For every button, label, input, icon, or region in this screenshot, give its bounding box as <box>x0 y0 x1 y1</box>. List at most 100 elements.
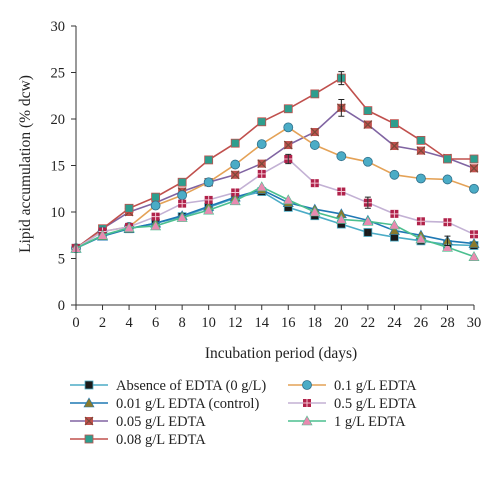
data-point <box>283 104 293 114</box>
y-tick-label: 0 <box>58 298 65 314</box>
point-marker-cross <box>84 416 94 426</box>
point-marker <box>363 106 373 116</box>
data-point <box>229 195 241 206</box>
point-marker <box>309 140 320 150</box>
point-marker <box>123 222 135 233</box>
data-point <box>363 120 373 130</box>
point-marker <box>203 204 215 215</box>
point-marker <box>282 194 294 205</box>
point-marker <box>283 140 293 150</box>
y-axis-label: Lipid accumulation (% dcw) <box>17 75 34 253</box>
data-point <box>362 156 373 167</box>
series-line <box>75 106 475 249</box>
x-tick-label: 6 <box>152 315 159 331</box>
legend-label: 0.1 g/L EDTA <box>334 378 417 394</box>
point-marker-grid <box>257 169 266 178</box>
legend-label: 0.05 g/L EDTA <box>116 414 206 430</box>
point-marker-cross <box>469 163 479 173</box>
point-marker-cross <box>363 120 373 130</box>
point-marker <box>389 141 399 151</box>
x-tick-label: 0 <box>72 315 79 331</box>
point-marker <box>416 217 425 226</box>
data-point <box>468 238 480 248</box>
data-point <box>203 177 214 188</box>
x-axis-label: Incubation period (days) <box>205 345 357 362</box>
data-point <box>441 241 453 252</box>
data-point <box>150 220 162 231</box>
point-marker <box>310 89 320 99</box>
point-marker-grid <box>231 188 240 197</box>
x-tick-label: 8 <box>179 315 186 331</box>
data-point <box>283 122 294 133</box>
point-marker <box>176 211 188 222</box>
data-point <box>203 204 215 215</box>
legend-item-2: 0.05 g/L EDTA <box>70 414 206 430</box>
x-tick-label: 24 <box>387 315 402 331</box>
point-marker <box>309 206 321 217</box>
point-marker <box>84 380 94 390</box>
point-marker <box>468 251 480 261</box>
x-tick-label: 30 <box>467 315 482 331</box>
point-marker-cross <box>310 127 320 137</box>
point-marker <box>362 156 373 167</box>
point-marker-grid <box>204 195 213 204</box>
data-point <box>469 183 479 194</box>
point-marker <box>151 212 160 221</box>
point-marker <box>83 397 95 408</box>
point-marker <box>442 174 453 185</box>
point-marker <box>390 209 399 218</box>
point-marker <box>470 230 478 239</box>
point-marker <box>363 120 373 130</box>
legend-item-5: 0.5 g/L EDTA <box>288 396 417 412</box>
data-point <box>416 217 425 226</box>
point-marker <box>303 399 311 407</box>
legend-label: Absence of EDTA (0 g/L) <box>116 378 266 394</box>
error-bar <box>338 71 345 86</box>
point-marker <box>178 199 187 208</box>
point-marker-grid <box>337 187 346 196</box>
point-marker <box>283 122 294 133</box>
data-point <box>230 138 240 148</box>
point-marker <box>443 218 452 227</box>
point-marker <box>310 127 320 137</box>
y-tick-label: 25 <box>51 66 66 82</box>
data-point <box>257 169 266 178</box>
data-point <box>416 173 426 184</box>
data-point <box>468 251 480 261</box>
point-marker <box>415 233 427 244</box>
point-marker <box>301 415 313 426</box>
data-point <box>150 200 161 211</box>
data-point <box>231 188 240 197</box>
data-point <box>443 218 452 227</box>
y-tick-label: 5 <box>58 252 65 268</box>
data-point <box>335 213 347 224</box>
x-tick-label: 10 <box>201 315 216 331</box>
point-marker <box>231 188 240 197</box>
data-point <box>309 140 320 150</box>
data-point <box>123 222 135 233</box>
point-marker <box>337 187 346 196</box>
series-line <box>75 188 475 250</box>
point-marker <box>257 159 267 169</box>
point-marker-cross <box>416 146 426 156</box>
data-point <box>283 140 293 150</box>
data-point <box>388 219 400 230</box>
legend: Absence of EDTA (0 g/L) 0.01 g/L EDTA (co… <box>70 378 417 448</box>
plot-area <box>70 71 480 261</box>
legend-label: 0.01 g/L EDTA (control) <box>116 396 259 412</box>
point-marker <box>362 215 374 226</box>
point-marker <box>256 139 267 150</box>
point-marker <box>443 154 452 164</box>
x-tick-label: 12 <box>228 315 243 331</box>
x-tick-label: 14 <box>254 315 269 331</box>
series-line <box>75 126 475 249</box>
x-tick-label: 2 <box>99 315 106 331</box>
error-bar <box>444 235 451 246</box>
point-marker <box>84 434 94 444</box>
point-marker <box>469 183 479 194</box>
point-marker <box>389 119 399 129</box>
point-marker <box>230 159 241 170</box>
point-marker-grid <box>443 218 452 227</box>
y-tick-label: 10 <box>51 205 66 221</box>
